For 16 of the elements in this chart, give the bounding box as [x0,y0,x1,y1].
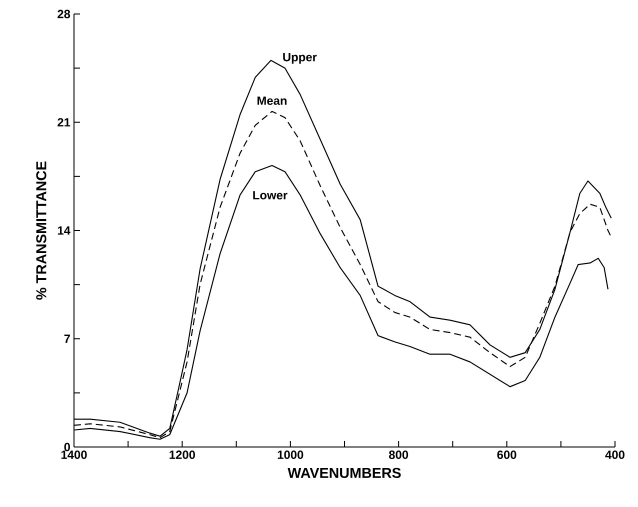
y-tick-label: 0 [64,442,70,452]
x-tick-label: 1200 [170,450,195,459]
series-label: Upper [283,53,317,64]
x-tick-label: 1000 [278,450,304,459]
series-label: Lower [253,191,288,200]
y-tick-label: 21 [58,118,70,126]
y-tick-label: 14 [58,226,70,235]
y-tick-label: 28 [58,10,70,18]
x-tick-label: 400 [605,450,624,459]
x-tick-label: 800 [389,450,408,459]
x-axis-title: WAVENUMBERS [288,468,401,478]
y-tick-label: 7 [64,334,70,343]
x-tick-label: 1400 [61,450,87,459]
series-label: Mean [258,96,287,105]
y-axis-title: % TRANSMITTANCE [36,161,46,300]
x-tick-label: 600 [497,450,516,459]
